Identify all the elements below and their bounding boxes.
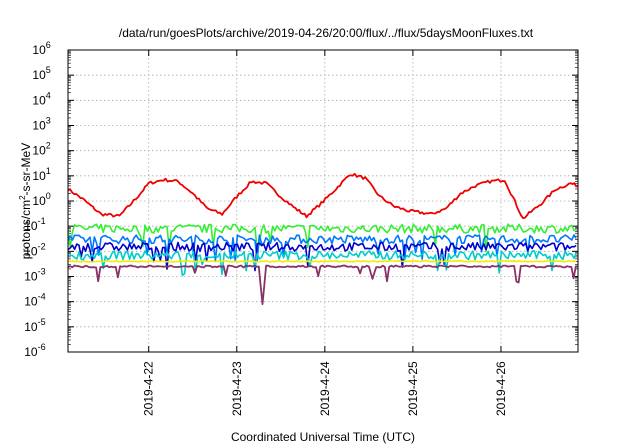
x-axis-label: Coordinated Universal Time (UTC) bbox=[231, 430, 415, 444]
y-tick-base: 10 bbox=[24, 320, 38, 334]
y-tick-base: 10 bbox=[24, 219, 38, 233]
y-tick-exponent: 3 bbox=[46, 116, 51, 126]
y-tick-exponent: 1 bbox=[46, 166, 51, 176]
y-tick-exponent: 6 bbox=[46, 40, 51, 50]
y-tick-label: 10-3 bbox=[24, 267, 45, 284]
x-tick-label: 2019-4-24 bbox=[318, 361, 332, 416]
series-line-3 bbox=[68, 234, 577, 262]
x-tick-label: 2019-4-25 bbox=[406, 361, 420, 416]
y-tick-label: 102 bbox=[32, 141, 50, 158]
y-tick-label: 10-6 bbox=[24, 342, 45, 359]
y-tick-label: 100 bbox=[32, 191, 50, 208]
series-line-1 bbox=[68, 172, 578, 219]
y-tick-exponent: 0 bbox=[46, 191, 51, 201]
y-tick-base: 10 bbox=[24, 295, 38, 309]
y-tick-base: 10 bbox=[32, 144, 46, 158]
y-tick-base: 10 bbox=[24, 345, 38, 359]
x-tick-label: 2019-4-26 bbox=[494, 361, 508, 416]
y-tick-exponent: -3 bbox=[38, 267, 46, 277]
series-line-6 bbox=[68, 259, 577, 263]
x-tick-label: 2019-4-22 bbox=[142, 361, 156, 416]
y-tick-base: 10 bbox=[32, 43, 46, 57]
y-tick-exponent: 5 bbox=[46, 65, 51, 75]
y-axis-label: protons/cm2-s-sr-MeV bbox=[18, 143, 33, 259]
y-tick-label: 104 bbox=[32, 90, 50, 107]
y-tick-exponent: -1 bbox=[38, 216, 46, 226]
grid bbox=[68, 49, 578, 353]
y-tick-base: 10 bbox=[32, 169, 46, 183]
y-axis-label-main: protons/cm bbox=[19, 200, 33, 259]
data-series bbox=[68, 172, 578, 305]
y-tick-exponent: -5 bbox=[38, 317, 46, 327]
y-axis-label-rest: -s-sr-MeV bbox=[19, 143, 33, 196]
y-tick-base: 10 bbox=[24, 270, 38, 284]
y-tick-label: 10-1 bbox=[24, 216, 45, 233]
chart-title: /data/run/goesPlots/archive/2019-04-26/2… bbox=[119, 26, 534, 40]
series-line-7 bbox=[68, 264, 578, 305]
y-tick-label: 101 bbox=[32, 166, 50, 183]
y-tick-labels: 10-610-510-410-310-210-11001011021031041… bbox=[24, 40, 51, 359]
y-tick-base: 10 bbox=[32, 93, 46, 107]
plot-frame bbox=[67, 49, 579, 353]
y-tick-label: 106 bbox=[32, 40, 50, 57]
series-line-2 bbox=[68, 223, 577, 253]
y-tick-base: 10 bbox=[24, 244, 38, 258]
y-tick-label: 10-4 bbox=[24, 292, 45, 309]
y-tick-base: 10 bbox=[32, 194, 46, 208]
x-tick-label: 2019-4-23 bbox=[230, 361, 244, 416]
y-tick-exponent: 2 bbox=[46, 141, 51, 151]
y-tick-exponent: -6 bbox=[38, 342, 46, 352]
y-tick-exponent: -4 bbox=[38, 292, 46, 302]
y-tick-label: 103 bbox=[32, 116, 50, 133]
y-tick-base: 10 bbox=[32, 119, 46, 133]
series-line-5 bbox=[68, 250, 577, 277]
y-tick-base: 10 bbox=[32, 68, 46, 82]
y-tick-exponent: -2 bbox=[38, 241, 46, 251]
y-tick-exponent: 4 bbox=[46, 90, 51, 100]
x-tick-labels: 2019-4-22 2019-4-23 2019-4-24 2019-4-25 2019… bbox=[142, 361, 508, 416]
y-tick-label: 105 bbox=[32, 65, 50, 82]
y-tick-label: 10-5 bbox=[24, 317, 45, 334]
series-line-4 bbox=[68, 241, 577, 272]
y-axis-label-sup: 2 bbox=[18, 195, 27, 200]
y-tick-label: 10-2 bbox=[24, 241, 45, 258]
